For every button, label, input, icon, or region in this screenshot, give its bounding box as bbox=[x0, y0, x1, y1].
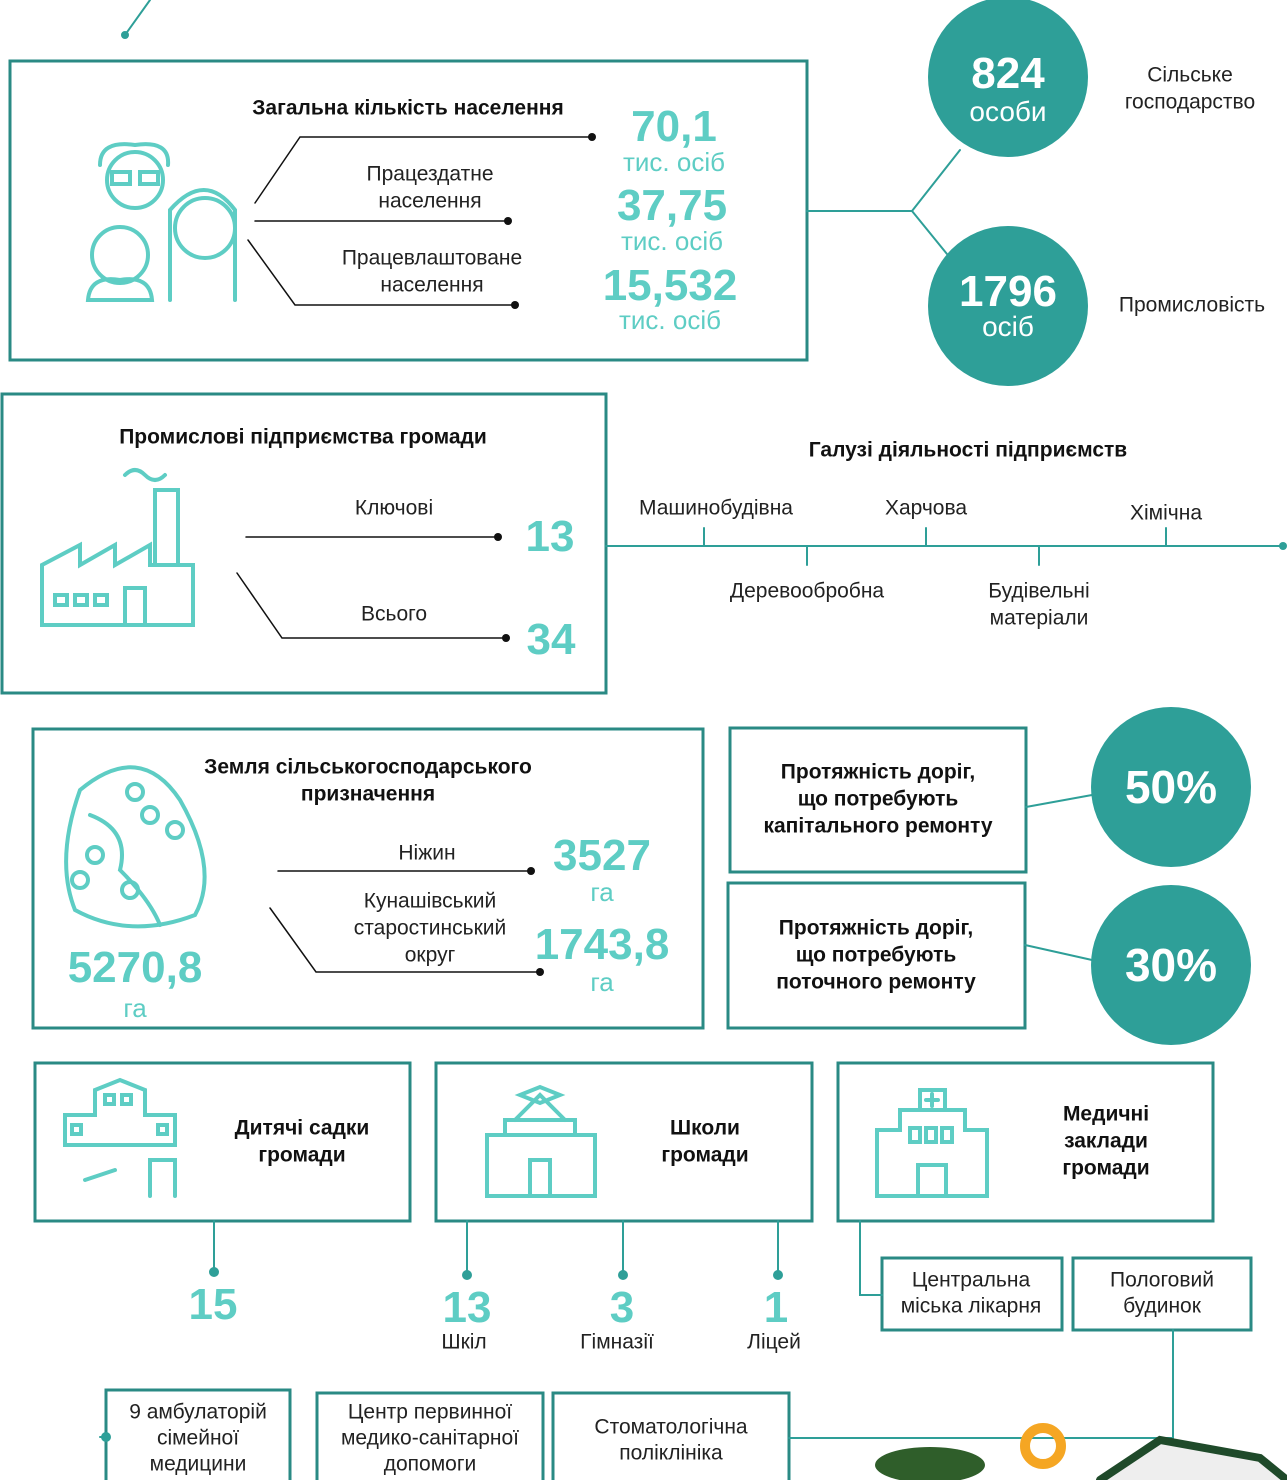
label: поліклініка bbox=[619, 1443, 722, 1464]
heading: Загальна кількість населення bbox=[252, 98, 563, 119]
heading: Медичні bbox=[1063, 1104, 1149, 1125]
figure: га bbox=[590, 879, 613, 905]
label: Працездатне bbox=[367, 164, 494, 185]
heading: Протяжність доріг, bbox=[779, 918, 973, 939]
heading: Галузі діяльності підприємств bbox=[809, 440, 1127, 461]
heading: громади bbox=[258, 1145, 345, 1166]
figure: га bbox=[590, 969, 613, 995]
label: Центр первинної bbox=[348, 1402, 512, 1423]
figure: 1743,8 bbox=[535, 923, 670, 967]
figure: 70,1 bbox=[631, 105, 717, 149]
figure: осіб bbox=[982, 313, 1034, 341]
label: Гімназії bbox=[580, 1332, 654, 1353]
heading: що потребують bbox=[796, 945, 957, 966]
label: Харчова bbox=[885, 498, 967, 519]
heading: призначення bbox=[301, 784, 435, 805]
label: Кунашівський bbox=[364, 891, 497, 912]
figure: 13 bbox=[526, 515, 575, 559]
heading: громади bbox=[661, 1145, 748, 1166]
label: округ bbox=[405, 945, 455, 966]
label: Ліцей bbox=[747, 1332, 801, 1353]
label: Ніжин bbox=[398, 843, 455, 864]
heading: поточного ремонту bbox=[776, 972, 976, 993]
label: Пологовий bbox=[1110, 1270, 1214, 1291]
figure: 1 bbox=[764, 1286, 788, 1330]
figure: 37,75 bbox=[617, 184, 727, 228]
figure: тис. осіб bbox=[623, 149, 725, 175]
heading: Земля сільськогосподарського bbox=[204, 757, 532, 778]
label: будинок bbox=[1123, 1296, 1201, 1317]
label: населення bbox=[378, 191, 481, 212]
label: 9 амбулаторій bbox=[129, 1402, 267, 1423]
label: матеріали bbox=[990, 608, 1089, 629]
label: Промисловість bbox=[1119, 295, 1265, 316]
figure: 3 bbox=[610, 1286, 634, 1330]
label: населення bbox=[380, 275, 483, 296]
heading: Школи bbox=[670, 1118, 740, 1139]
figure: 15 bbox=[189, 1283, 238, 1327]
figure: 5270,8 bbox=[68, 946, 203, 990]
label: Стоматологічна bbox=[594, 1417, 747, 1438]
label: Деревообробна bbox=[730, 581, 884, 602]
label: Всього bbox=[361, 604, 427, 625]
heading: Дитячі садки bbox=[235, 1118, 370, 1139]
label: Будівельні bbox=[988, 581, 1089, 602]
figure: 824 bbox=[971, 52, 1044, 96]
figure: 3527 bbox=[553, 834, 651, 878]
label: Хімічна bbox=[1130, 503, 1202, 524]
figure: 50% bbox=[1125, 764, 1217, 810]
label: Машинобудівна bbox=[639, 498, 793, 519]
label: міська лікарня bbox=[901, 1296, 1042, 1317]
label: Ключові bbox=[355, 498, 433, 519]
label: медико-санітарної bbox=[341, 1428, 519, 1449]
figure: 15,532 bbox=[603, 264, 738, 308]
heading: громади bbox=[1062, 1158, 1149, 1179]
figure: га bbox=[123, 995, 146, 1021]
figure: 13 bbox=[443, 1286, 492, 1330]
label: медицини bbox=[150, 1454, 247, 1475]
label: господарство bbox=[1125, 92, 1255, 113]
heading: заклади bbox=[1064, 1131, 1148, 1152]
figure: 1796 bbox=[959, 270, 1057, 314]
heading: що потребують bbox=[798, 789, 959, 810]
label: Сільське bbox=[1147, 65, 1233, 86]
heading: капітального ремонту bbox=[763, 816, 992, 837]
label: допомоги bbox=[384, 1454, 477, 1475]
figure: тис. осіб bbox=[619, 307, 721, 333]
label: Шкіл bbox=[441, 1332, 486, 1353]
label: старостинський bbox=[354, 918, 506, 939]
label: сімейної bbox=[157, 1428, 239, 1449]
heading: Промислові підприємства громади bbox=[119, 427, 487, 448]
heading: Протяжність доріг, bbox=[781, 762, 975, 783]
page: {"population":{"title":"Загальна кількіс… bbox=[0, 0, 1287, 1480]
label: Працевлаштоване bbox=[342, 248, 522, 269]
label: Центральна bbox=[912, 1270, 1030, 1291]
figure: 34 bbox=[527, 618, 576, 662]
figure: особи bbox=[969, 98, 1046, 126]
figure: тис. осіб bbox=[621, 228, 723, 254]
figure: 30% bbox=[1125, 942, 1217, 988]
